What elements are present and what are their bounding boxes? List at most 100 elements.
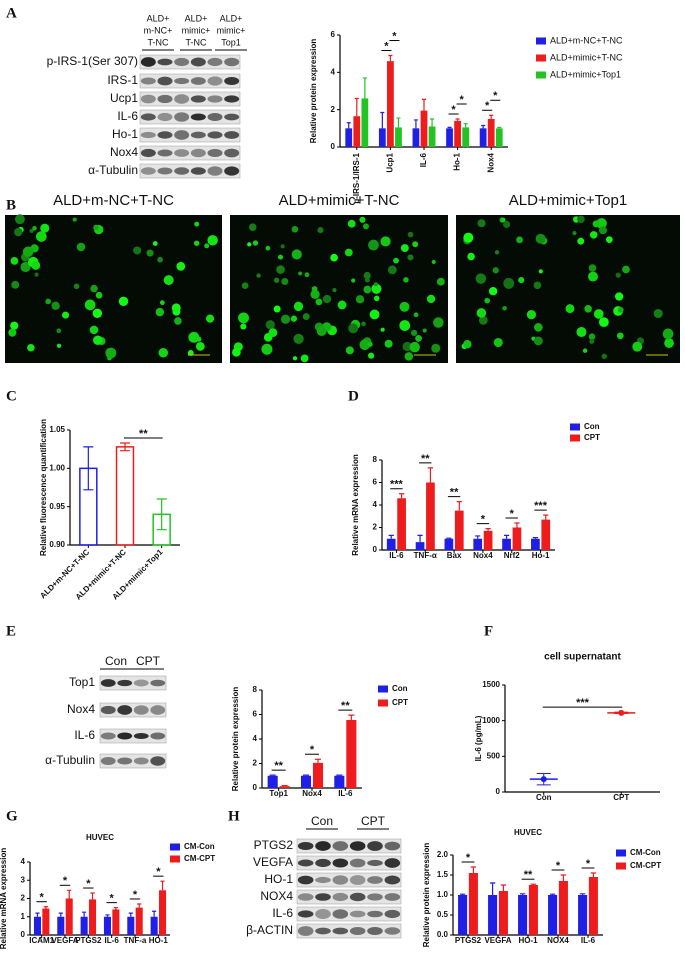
cell xyxy=(51,301,60,311)
blot-band xyxy=(117,679,133,687)
bar xyxy=(65,898,73,935)
lane-label: CPT xyxy=(136,654,161,668)
blot-band xyxy=(224,148,240,158)
bar xyxy=(558,881,568,935)
legend-swatch xyxy=(616,849,626,857)
cell xyxy=(402,341,412,352)
cell xyxy=(484,297,491,304)
blot-band xyxy=(133,679,149,687)
bar xyxy=(387,61,394,148)
bar xyxy=(444,538,454,550)
error-bar xyxy=(105,914,110,917)
error-bar xyxy=(421,98,427,111)
legend-swatch xyxy=(536,71,546,79)
blot-strip xyxy=(99,675,167,691)
significance-label: * xyxy=(63,875,68,887)
y-tick-label: 0 xyxy=(496,787,501,796)
y-tick-label: 6 xyxy=(253,710,258,719)
y-tick-label: 1500 xyxy=(482,680,500,689)
x-tick-label: p-IRS-1/IRS-1 xyxy=(352,152,361,203)
cell xyxy=(298,271,303,276)
blot-band xyxy=(297,910,314,918)
cell xyxy=(664,338,674,348)
cell xyxy=(369,309,380,320)
legend-label: CPT xyxy=(584,433,600,442)
cell xyxy=(373,295,380,302)
blot-band xyxy=(332,875,349,885)
blot-band xyxy=(140,94,156,104)
blot-band xyxy=(133,757,149,765)
cell xyxy=(380,327,385,332)
y-tick-label: 0 xyxy=(21,930,26,939)
bar xyxy=(488,895,498,935)
blot-band xyxy=(297,926,314,936)
error-bar xyxy=(446,537,452,539)
cell xyxy=(363,271,371,280)
cell xyxy=(34,272,39,277)
cell xyxy=(347,219,356,228)
significance-label: ** xyxy=(341,700,350,712)
blot-band xyxy=(207,131,223,139)
cell xyxy=(371,283,382,294)
blot-row-label: p-IRS-1(Ser 307) xyxy=(47,54,138,68)
cell xyxy=(196,336,202,342)
lane-label: mimic+ xyxy=(217,25,246,35)
cell xyxy=(359,339,371,351)
blot-band xyxy=(367,910,383,918)
legend-label: ALD+m-NC+T-NC xyxy=(550,35,623,45)
cell xyxy=(105,347,117,359)
cell xyxy=(493,337,503,348)
cell xyxy=(56,328,62,334)
cell xyxy=(368,239,379,251)
y-tick-label: 0.95 xyxy=(49,502,65,511)
blot-band xyxy=(384,841,401,851)
x-tick-label: Nox4 xyxy=(473,551,493,560)
blot-band xyxy=(384,893,401,901)
blot-band xyxy=(349,926,366,936)
cell xyxy=(404,352,414,361)
cell xyxy=(290,315,298,322)
panel-label: B xyxy=(6,197,16,213)
cell xyxy=(293,301,304,312)
bar xyxy=(334,775,345,788)
cell xyxy=(409,341,420,353)
x-tick-label: Top1 xyxy=(269,789,288,798)
blot-band xyxy=(190,95,206,103)
cell xyxy=(426,294,436,304)
cell xyxy=(368,352,375,359)
error-bar xyxy=(399,493,405,499)
x-tick-label: VEGFA xyxy=(51,936,78,945)
significance-label: ** xyxy=(139,428,148,440)
cell xyxy=(534,323,543,332)
panel-label: H xyxy=(228,808,240,824)
cell xyxy=(118,296,129,307)
blot-band xyxy=(349,892,366,902)
blot-band xyxy=(100,679,116,687)
blot-band xyxy=(315,893,331,901)
chart-title: cell supernatant xyxy=(544,652,621,663)
blot-band xyxy=(174,167,190,175)
blot-band xyxy=(332,927,349,935)
bar xyxy=(483,530,493,550)
cell xyxy=(400,244,409,253)
legend-swatch xyxy=(536,37,546,45)
significance-label: * xyxy=(133,889,138,901)
blot-band xyxy=(224,131,240,139)
blot-band xyxy=(332,841,349,851)
error-bar xyxy=(485,528,491,531)
blot-band xyxy=(100,732,116,740)
bar xyxy=(512,527,522,550)
lane-label: m-NC+ xyxy=(144,25,173,35)
bar xyxy=(454,510,464,550)
cell xyxy=(310,289,320,299)
error-bar xyxy=(348,714,355,721)
cell xyxy=(503,277,515,289)
blot-row-label: PTGS2 xyxy=(254,838,294,852)
blot-strip xyxy=(99,753,167,769)
cell xyxy=(291,249,302,260)
significance-label: ** xyxy=(450,487,459,499)
cell xyxy=(76,242,86,252)
significance-label: * xyxy=(384,40,389,52)
cell xyxy=(256,273,261,278)
blot-band xyxy=(332,892,349,902)
